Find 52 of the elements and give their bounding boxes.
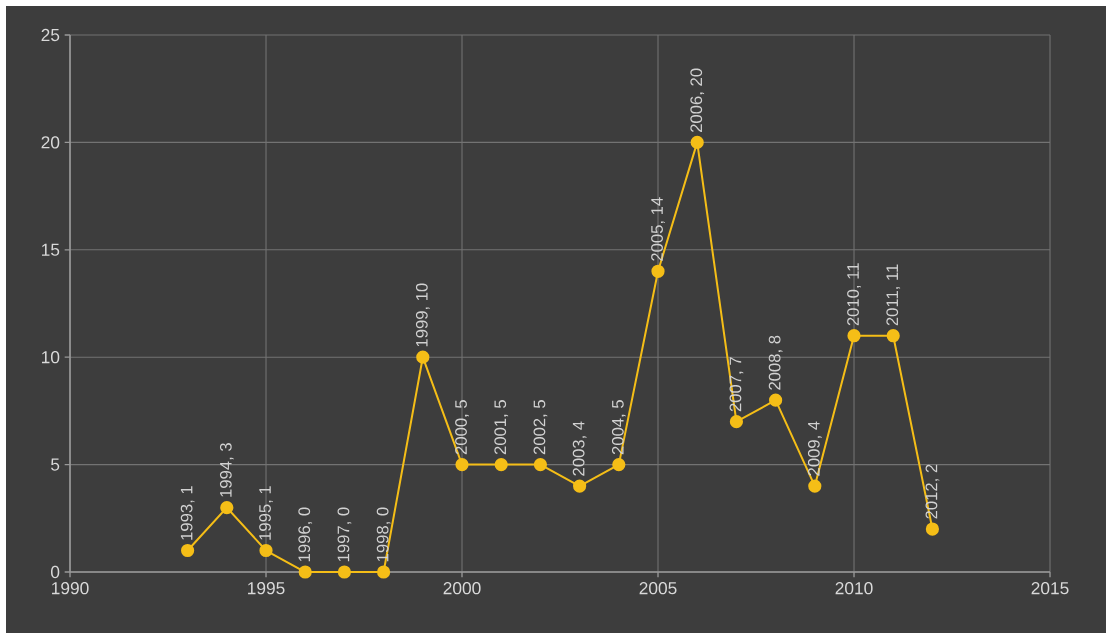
data-label: 2011, 11 [886,264,901,326]
point [181,543,195,558]
y-tick-label: 0 [50,565,60,579]
x-tick-label: 2010 [835,582,873,595]
point [886,329,900,343]
y-tick-label: 25 [41,28,60,42]
point [298,565,312,579]
x-tick-label: 1990 [52,582,89,595]
y-tick-label: 20 [41,136,60,149]
y-tick-label: 15 [42,243,60,256]
x-tick-label: 2015 [1031,582,1069,595]
data-label: 2004, 5 [611,400,626,455]
data-label: 1995, 1 [259,486,273,540]
data-label: 2000, 5 [455,400,469,455]
point [651,264,665,278]
y-tick-label: 5 [51,458,60,471]
data-label: 2001, 5 [494,400,509,455]
x-tick-label: 2000 [443,582,481,595]
point [925,522,940,536]
data-label: 1994, 3 [219,443,234,497]
data-label: 2005, 14 [651,197,665,261]
point [808,479,822,493]
y-tick-label: 10 [42,351,60,364]
point [337,565,351,579]
point [377,565,391,579]
point [455,458,469,472]
data-label: 2003, 4 [572,421,587,476]
x-tick-label: 2005 [639,582,677,595]
data-label: 2012, 2 [925,464,940,519]
x-tick-label: 1995 [248,582,285,595]
data-label: 2009, 4 [807,421,822,476]
data-label: 1996, 0 [298,507,313,562]
point [769,393,783,407]
data-label: 2002, 5 [533,400,548,455]
data-label: 1999, 10 [415,283,430,347]
point [729,415,744,429]
data-label: 1993, 1 [180,486,195,540]
point [533,458,547,472]
data-label: 2007, 7 [729,357,744,412]
data-label: 2006, 20 [690,68,705,132]
point [416,350,430,364]
data-label: 2010, 11 [847,263,861,326]
point [612,458,626,472]
point [220,500,234,515]
point [690,135,704,149]
point [573,479,587,493]
data-label: 1998, 0 [376,507,391,562]
point [494,458,508,472]
data-label: 2008, 8 [768,335,783,390]
point [259,543,273,558]
point [847,329,861,343]
data-label: 1997, 0 [337,507,352,562]
